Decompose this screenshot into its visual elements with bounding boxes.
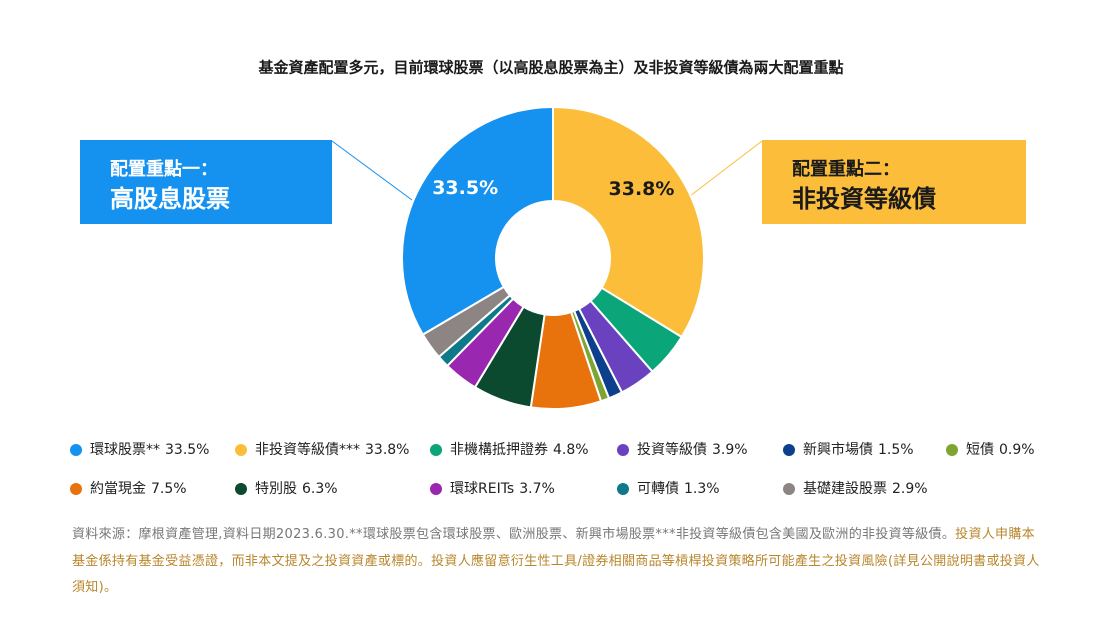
legend-value: 1.5% bbox=[878, 442, 914, 458]
legend-swatch bbox=[946, 444, 958, 456]
legend-label: 非投資等級債*** 33.8% bbox=[255, 441, 409, 458]
legend-label: 約當現金 7.5% bbox=[90, 481, 187, 497]
legend-label: 基礎建設股票 2.9% bbox=[803, 480, 928, 497]
callout-label: 高股息股票 bbox=[110, 185, 230, 213]
legend-label: 新興市場債 1.5% bbox=[803, 441, 914, 458]
legend-value: 33.8% bbox=[365, 442, 409, 458]
legend-swatch bbox=[430, 444, 442, 456]
legend-name: 特別股 bbox=[255, 481, 297, 497]
callout-box bbox=[762, 140, 1026, 224]
slice bbox=[552, 105, 705, 339]
callout-label: 非投資等級債 bbox=[792, 185, 936, 213]
legend-name: 約當現金 bbox=[90, 481, 146, 497]
legend-value: 1.3% bbox=[684, 481, 720, 497]
callout-connector bbox=[331, 140, 413, 201]
slice-label: 33.5% bbox=[432, 177, 498, 199]
legend-label: 可轉債 1.3% bbox=[637, 481, 720, 497]
legend-label: 環球股票** 33.5% bbox=[90, 442, 209, 458]
callout-box bbox=[80, 140, 332, 224]
legend-value: 2.9% bbox=[892, 481, 928, 497]
legend-swatch bbox=[70, 444, 82, 456]
legend-name: 非機構抵押證券 bbox=[450, 441, 548, 458]
legend-swatch bbox=[783, 483, 795, 495]
legend-value: 3.9% bbox=[712, 442, 748, 458]
legend-swatch bbox=[617, 483, 629, 495]
legend-label: 投資等級債 3.9% bbox=[637, 441, 748, 458]
legend-label: 特別股 6.3% bbox=[255, 481, 338, 497]
legend-name: 新興市場債 bbox=[803, 441, 873, 458]
legend-swatch bbox=[70, 483, 82, 495]
legend-name: 短債 bbox=[966, 442, 994, 458]
source-note: 資料來源：摩根資產管理,資料日期2023.6.30.**環球股票包含環球股票、歐… bbox=[72, 527, 956, 542]
legend-swatch bbox=[783, 444, 795, 456]
legend-value: 7.5% bbox=[151, 481, 187, 497]
chart-title: 基金資產配置多元，目前環球股票（以高股息股票為主）及非投資等級債為兩大配置重點 bbox=[257, 59, 843, 77]
legend-value: 4.8% bbox=[553, 442, 589, 458]
footnote: 資料來源：摩根資產管理,資料日期2023.6.30.**環球股票包含環球股票、歐… bbox=[72, 522, 1040, 602]
slice-label: 33.8% bbox=[609, 178, 675, 200]
legend-swatch bbox=[235, 444, 247, 456]
callout-heading: 配置重點一： bbox=[110, 158, 218, 180]
legend-value: 6.3% bbox=[302, 481, 338, 497]
chart: 基金資產配置多元，目前環球股票（以高股息股票為主）及非投資等級債為兩大配置重點 … bbox=[70, 59, 1035, 497]
legend-name: 非投資等級債*** bbox=[255, 441, 360, 458]
legend-name: 環球股票** bbox=[90, 442, 160, 458]
callout-connector bbox=[689, 140, 763, 197]
legend-label: 環球REITs 3.7% bbox=[450, 481, 555, 497]
slice bbox=[421, 285, 512, 359]
legend-value: 3.7% bbox=[519, 481, 555, 497]
legend-value: 33.5% bbox=[165, 442, 209, 458]
legend-label: 非機構抵押證券 4.8% bbox=[450, 441, 589, 458]
legend-name: 可轉債 bbox=[637, 481, 679, 497]
slice bbox=[401, 105, 554, 336]
legend-label: 短債 0.9% bbox=[966, 442, 1035, 458]
legend-swatch bbox=[235, 483, 247, 495]
legend-name: 基礎建設股票 bbox=[803, 480, 887, 497]
legend-name: 投資等級債 bbox=[637, 441, 707, 458]
legend-swatch bbox=[430, 483, 442, 495]
callout-heading: 配置重點二： bbox=[792, 158, 900, 180]
disclaimer: 投資人申購本基金係持有基金受益憑證，而非本文提及之投資資產或標的。投資人應留意衍… bbox=[72, 527, 1040, 595]
legend-value: 0.9% bbox=[999, 442, 1035, 458]
legend-name: 環球REITs bbox=[450, 481, 514, 497]
legend-swatch bbox=[617, 444, 629, 456]
